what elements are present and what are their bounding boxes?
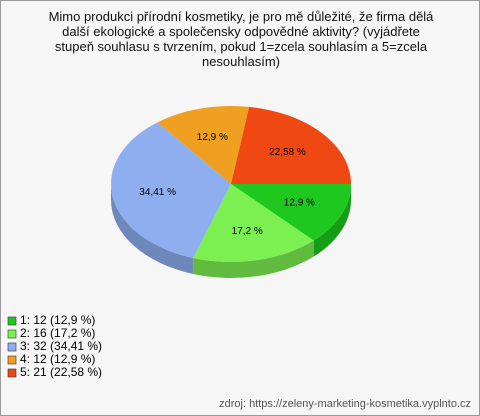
data-label: 12,9 %	[284, 198, 315, 209]
legend-label: 4: 12 (12,9 %)	[20, 352, 95, 366]
legend-label: 3: 32 (34,41 %)	[20, 339, 102, 353]
pie-slice-side	[313, 184, 351, 257]
legend-label: 5: 21 (22,58 %)	[20, 365, 102, 379]
pie-slice	[111, 122, 231, 259]
pie-slice-side	[111, 184, 194, 275]
pie-slice	[157, 106, 250, 184]
pie-slice	[231, 184, 351, 241]
data-label: 17,2 %	[232, 226, 263, 237]
legend-swatch	[7, 368, 17, 378]
chart-title: Mimo produkci přírodní kosmetiky, je pro…	[48, 9, 434, 69]
legend-swatch	[7, 355, 17, 365]
data-label: 12,9 %	[197, 132, 228, 143]
pie-slice-side	[193, 240, 314, 278]
legend-swatch	[7, 329, 17, 339]
pie-slice	[231, 106, 351, 184]
legend-label: 2: 16 (17,2 %)	[20, 326, 95, 340]
data-label: 34,41 %	[139, 187, 176, 198]
pie-slice	[193, 184, 314, 262]
legend-swatch	[7, 342, 17, 352]
legend-label: 1: 12 (12,9 %)	[20, 313, 95, 327]
data-label: 22,58 %	[269, 147, 306, 158]
legend-swatch	[7, 316, 17, 326]
source-note: zdroj: https://zeleny-marketing-kosmetik…	[219, 398, 471, 410]
